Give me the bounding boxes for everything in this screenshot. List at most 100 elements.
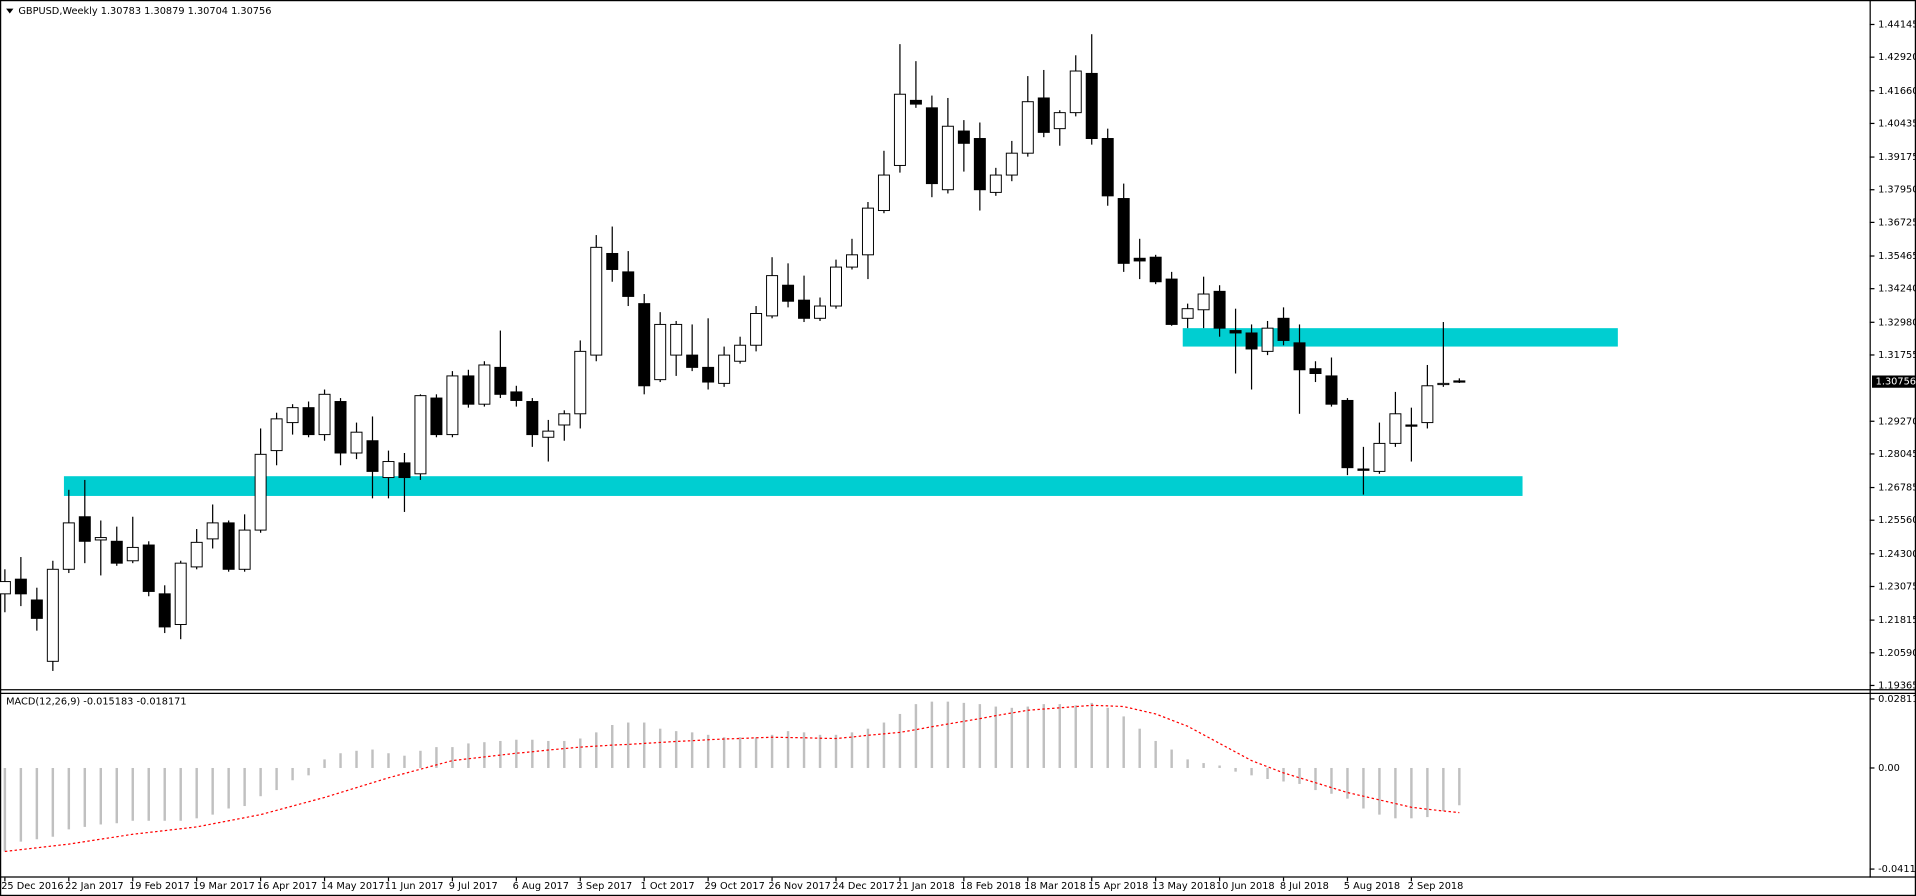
candle-body xyxy=(1373,442,1386,472)
x-tick-label: 2 Sep 2018 xyxy=(1408,881,1464,892)
candle-body xyxy=(254,453,267,531)
x-tick-label: 16 Apr 2017 xyxy=(257,881,317,892)
candle-body xyxy=(462,375,475,405)
candle-body xyxy=(350,431,363,454)
y-tick-label: 0.028114 xyxy=(1878,694,1916,705)
y-tick-label: 1.39175 xyxy=(1878,152,1916,163)
y-tick-label: 1.24300 xyxy=(1878,549,1916,560)
candle-body xyxy=(1117,198,1130,264)
candle-body xyxy=(446,375,459,436)
y-tick-label: 1.34240 xyxy=(1878,284,1916,295)
candle-body xyxy=(270,418,283,452)
candle-body xyxy=(718,354,731,384)
candle-body xyxy=(30,599,43,619)
candle-body xyxy=(46,568,59,662)
candle-body xyxy=(510,391,523,401)
candle-body xyxy=(1085,72,1098,140)
candle-body xyxy=(1357,468,1370,471)
y-tick-label: 1.44145 xyxy=(1878,19,1916,30)
candle-body xyxy=(142,544,155,592)
candle-body xyxy=(110,540,123,564)
candle-body xyxy=(238,529,251,570)
x-tick-label: 15 Apr 2018 xyxy=(1088,881,1148,892)
candle-body xyxy=(1149,256,1162,283)
candle-body xyxy=(590,246,603,356)
candle-body xyxy=(941,125,954,191)
candle-body xyxy=(1069,70,1082,114)
x-tick-label: 8 Jul 2018 xyxy=(1280,881,1329,892)
y-tick-label: 1.28045 xyxy=(1878,449,1916,460)
x-tick-label: 24 Dec 2017 xyxy=(832,881,894,892)
y-tick-label: 1.31755 xyxy=(1878,350,1916,361)
candle-body xyxy=(1133,257,1146,262)
price-zone xyxy=(1182,328,1618,347)
candle-body xyxy=(1437,382,1450,386)
candle-body xyxy=(782,284,795,302)
candle-body xyxy=(1197,293,1210,311)
candle-body xyxy=(1421,385,1434,424)
y-tick-label: -0.041166 xyxy=(1878,864,1916,875)
candle-body xyxy=(861,207,874,256)
candle-body xyxy=(334,401,347,454)
candle-body xyxy=(830,266,842,307)
candle-body xyxy=(158,593,171,628)
y-tick-label: 1.37950 xyxy=(1878,185,1916,196)
candle-body xyxy=(1165,278,1178,325)
candle-body xyxy=(222,522,235,570)
candle-body xyxy=(702,366,715,383)
y-tick-label: 1.29270 xyxy=(1878,416,1916,427)
signal-line xyxy=(4,704,1460,853)
y-tick-label: 1.19365 xyxy=(1878,680,1916,691)
y-tick-label: 1.40435 xyxy=(1878,118,1916,129)
y-tick-label: 1.36725 xyxy=(1878,217,1916,228)
candle-body xyxy=(1325,375,1338,405)
candle-body xyxy=(430,397,443,436)
y-tick-label: 1.25560 xyxy=(1878,515,1916,526)
menu-triangle[interactable] xyxy=(6,8,14,14)
last-price-label: 1.30756 xyxy=(1876,377,1916,388)
candle-body xyxy=(1293,342,1306,371)
candle-body xyxy=(1309,368,1322,375)
last-price-box xyxy=(1872,375,1916,388)
candle-body xyxy=(1341,399,1354,469)
candle-body xyxy=(286,407,299,424)
candle-body xyxy=(989,174,1002,193)
x-tick-label: 5 Aug 2018 xyxy=(1344,881,1400,892)
candle-body xyxy=(366,440,379,472)
x-tick-label: 29 Oct 2017 xyxy=(704,881,764,892)
x-tick-label: 3 Sep 2017 xyxy=(577,881,633,892)
candle-body xyxy=(909,99,922,105)
candle-body xyxy=(574,350,587,415)
candle-body xyxy=(1245,332,1258,350)
candle-body xyxy=(1229,330,1242,334)
candle-body xyxy=(1005,152,1018,176)
candle-body xyxy=(558,413,571,426)
candle-body xyxy=(686,354,699,368)
candle-body xyxy=(1213,290,1226,329)
candle-body xyxy=(1053,112,1066,130)
x-tick-label: 26 Nov 2017 xyxy=(768,881,830,892)
candle-body xyxy=(1181,308,1194,319)
macd-title: MACD(12,26,9) -0.015183 -0.018171 xyxy=(6,696,186,707)
y-tick-label: 1.32980 xyxy=(1878,317,1916,328)
candle-body xyxy=(957,130,970,144)
x-tick-label: 1 Oct 2017 xyxy=(641,881,695,892)
chart-title: GBPUSD,Weekly 1.30783 1.30879 1.30704 1.… xyxy=(18,6,271,17)
y-tick-label: 1.26785 xyxy=(1878,483,1916,494)
candle-body xyxy=(1037,97,1050,133)
candle-body xyxy=(0,581,11,595)
candle-body xyxy=(478,364,491,405)
y-tick-label: 0.00 xyxy=(1878,763,1900,774)
candle-body xyxy=(973,138,986,191)
x-tick-label: 6 Aug 2017 xyxy=(513,881,569,892)
candle-body xyxy=(1389,413,1402,444)
x-tick-label: 19 Mar 2017 xyxy=(193,881,255,892)
candle-body xyxy=(78,516,91,542)
candle-body xyxy=(398,462,411,479)
y-tick-label: 1.20590 xyxy=(1878,648,1916,659)
candle-body xyxy=(382,461,395,479)
y-tick-label: 1.35465 xyxy=(1878,251,1916,262)
candle-body xyxy=(925,107,938,185)
